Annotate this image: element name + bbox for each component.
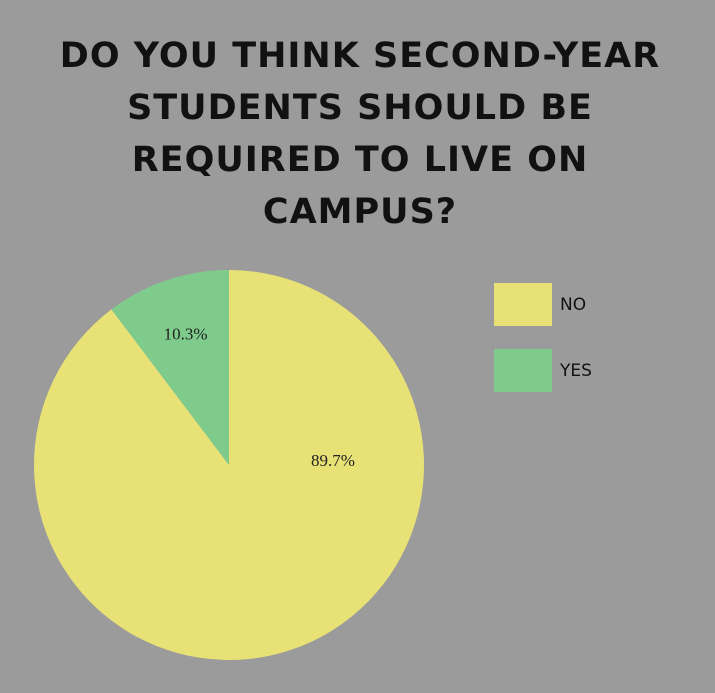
legend-swatch — [494, 349, 552, 392]
slice-label: 89.7% — [311, 451, 355, 470]
chart-title: DO YOU THINK SECOND-YEAR STUDENTS SHOULD… — [59, 36, 661, 232]
slice-label: 10.3% — [164, 324, 208, 343]
legend-label: YES — [559, 361, 592, 381]
pie-slice — [111, 270, 229, 465]
legend-label: NO — [560, 295, 586, 315]
legend-swatch — [494, 283, 552, 326]
